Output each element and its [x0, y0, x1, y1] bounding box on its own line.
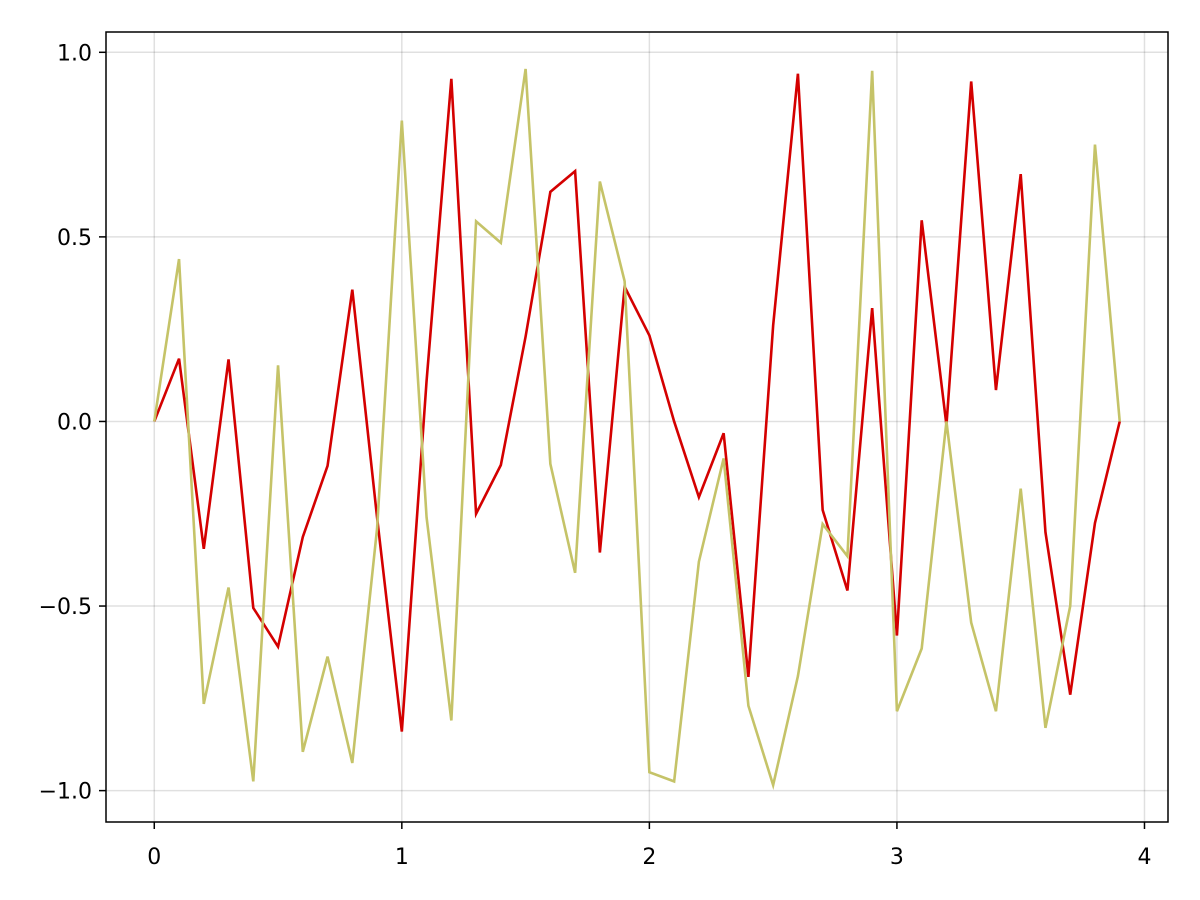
y-tick-label: −1.0: [39, 780, 92, 805]
y-tick-label: 1.0: [57, 41, 92, 66]
x-axis: 0 1 2 3 4: [147, 822, 1151, 870]
x-tick-label: 1: [395, 845, 409, 870]
series-line-2: [152, 68, 1122, 791]
x-tick-label: 0: [147, 845, 161, 870]
y-tick-label: 0.5: [57, 226, 92, 251]
plot-frame: [105, 31, 1169, 823]
y-tick-label: −0.5: [39, 595, 92, 620]
y-axis: −1.0 −0.5 0.0 0.5 1.0: [39, 41, 106, 805]
series-line-1: [153, 73, 1121, 732]
x-tick-label: 2: [642, 845, 656, 870]
y-tick-label: 0.0: [57, 410, 92, 435]
x-tick-label: 3: [890, 845, 904, 870]
series-lines: [152, 68, 1122, 791]
grid: [106, 32, 1168, 822]
x-tick-label: 4: [1137, 845, 1151, 870]
